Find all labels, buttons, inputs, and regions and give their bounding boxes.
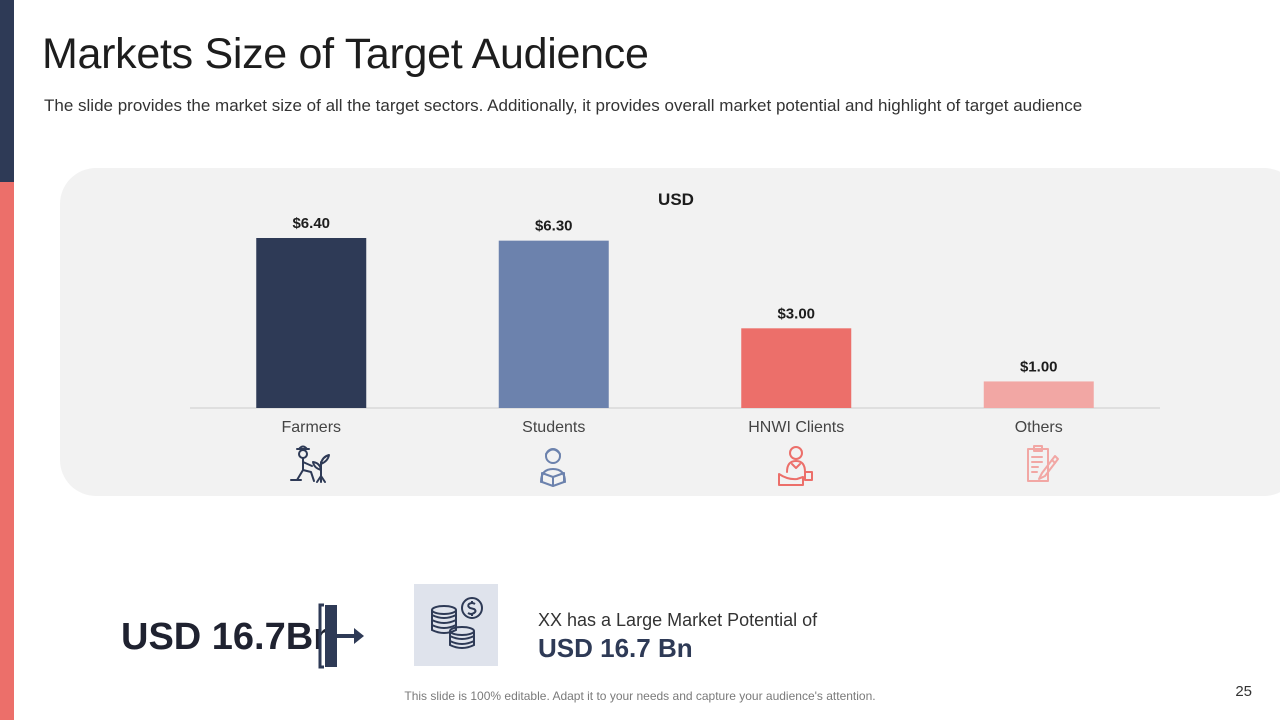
category-label: HNWI Clients (748, 419, 844, 436)
market-size-total: USD 16.7Bn (121, 616, 337, 658)
student-icon (529, 440, 577, 488)
document-edit-icon (1015, 440, 1063, 488)
data-label: $1.00 (1020, 358, 1058, 375)
coins-dollar-icon (431, 597, 483, 649)
data-label: $6.40 (292, 215, 330, 232)
data-label: $3.00 (777, 305, 815, 322)
accent-bar-coral (0, 182, 14, 720)
category-label: Farmers (281, 419, 341, 436)
coins-icon-box (414, 584, 498, 666)
page-number: 25 (1235, 683, 1252, 700)
bar-others (983, 381, 1094, 408)
potential-text: XX has a Large Market Potential of (538, 610, 818, 630)
category-label: Others (1015, 419, 1063, 436)
bracket-arrow-icon (318, 603, 364, 669)
potential-value: USD 16.7 Bn (538, 633, 693, 663)
bar-students (498, 240, 609, 408)
accent-bar-navy (0, 0, 14, 182)
hnwi-client-icon (772, 440, 820, 488)
slide-subtitle: The slide provides the market size of al… (44, 96, 1083, 115)
footer-note: This slide is 100% editable. Adapt it to… (404, 689, 876, 703)
chart-title: USD (658, 190, 694, 209)
slide-title: Markets Size of Target Audience (42, 30, 649, 78)
category-label: Students (522, 419, 585, 436)
bar-chart: USD $6.40 Farmers $6.30 Students $3.00 HNWI Cl… (190, 190, 1160, 436)
bar-farmers (256, 238, 367, 408)
chart-panel: USD $6.40 Farmers $6.30 Students $3.00 HNWI Cl… (60, 168, 1280, 496)
bar-hnwi-clients (741, 328, 852, 408)
data-label: $6.30 (535, 218, 573, 235)
farmer-icon (286, 440, 334, 488)
